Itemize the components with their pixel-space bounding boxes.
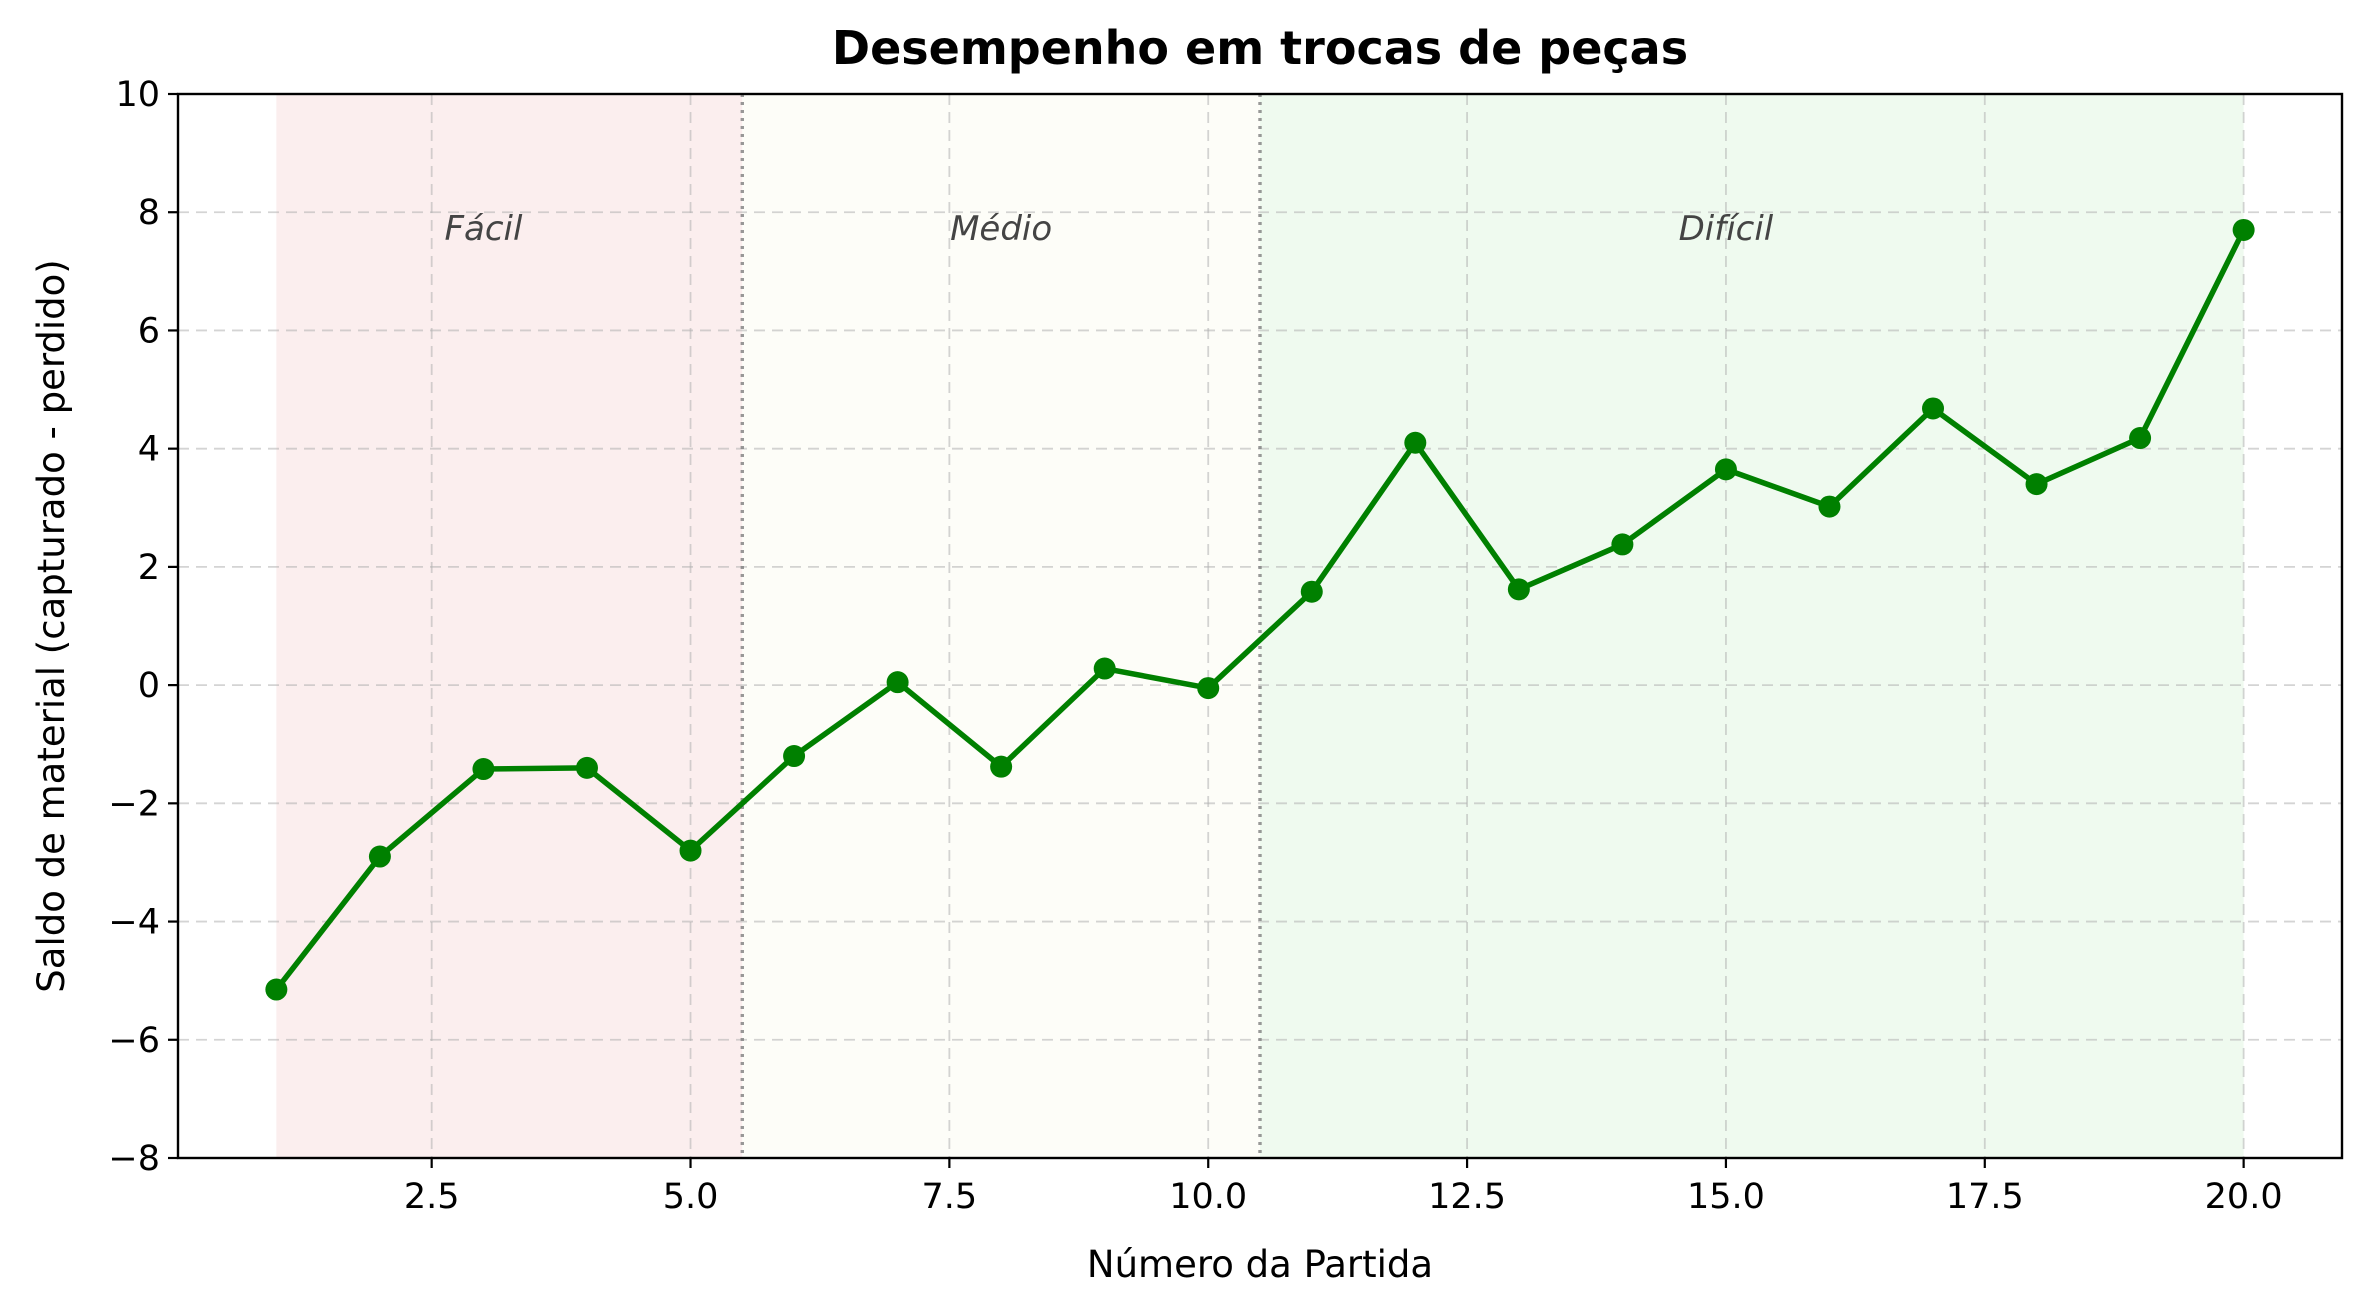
- chart-title: Desempenho em trocas de peças: [832, 21, 1688, 75]
- y-tick-label-5: 2: [138, 548, 160, 588]
- data-point-13: [1507, 578, 1530, 601]
- data-point-14: [1611, 533, 1634, 556]
- x-tick-label-2: 7.5: [922, 1177, 978, 1217]
- region-band-1: [742, 94, 1260, 1158]
- region-band-0: [276, 94, 743, 1158]
- data-point-4: [575, 756, 598, 779]
- x-tick-label-6: 17.5: [1946, 1177, 2024, 1217]
- y-tick-label-4: 0: [138, 666, 160, 706]
- data-point-3: [472, 758, 495, 781]
- y-tick-label-7: 6: [138, 311, 160, 351]
- y-tick-label-2: −4: [108, 903, 160, 943]
- data-point-1: [265, 978, 288, 1001]
- region-label-2: Difícil: [1679, 209, 1774, 249]
- x-tick-label-4: 12.5: [1428, 1177, 1506, 1217]
- data-point-7: [886, 671, 909, 694]
- y-tick-label-8: 8: [138, 193, 160, 233]
- data-point-10: [1197, 677, 1220, 700]
- data-point-19: [2129, 427, 2152, 450]
- data-point-2: [368, 845, 391, 868]
- data-point-20: [2232, 218, 2255, 241]
- data-point-16: [1818, 495, 1841, 518]
- y-tick-label-0: −8: [108, 1139, 160, 1179]
- region-band-2: [1260, 94, 2244, 1158]
- region-dividers: [740, 94, 1262, 1158]
- region-labels: Fácil Médio Difícil: [444, 209, 1773, 249]
- x-tick-label-7: 20.0: [2205, 1177, 2283, 1217]
- x-tick-label-5: 15.0: [1687, 1177, 1765, 1217]
- x-tick-labels: 2.5 5.0 7.5 10.0 12.5 15.0 17.5 20.0: [404, 1177, 2283, 1217]
- data-point-5: [679, 839, 702, 862]
- y-tick-label-6: 4: [138, 430, 160, 470]
- region-label-1: Médio: [950, 209, 1052, 249]
- series-line-path: [273, 227, 2247, 993]
- y-tick-labels: −8 −6 −4 −2 0 2 4 6 8 10: [108, 75, 160, 1179]
- data-point-8: [990, 755, 1013, 778]
- data-point-9: [1093, 657, 1116, 680]
- y-tick-label-9: 10: [115, 75, 160, 115]
- y-tick-label-1: −6: [108, 1021, 160, 1061]
- data-points: [265, 218, 2255, 1001]
- data-point-18: [2025, 473, 2048, 496]
- plot-frame: [176, 92, 2344, 1160]
- data-point-17: [1922, 397, 1945, 420]
- y-axis-label: Saldo de material (capturado - perdido): [30, 259, 73, 992]
- x-axis-label: Número da Partida: [1087, 1243, 1433, 1286]
- x-tick-label-1: 5.0: [663, 1177, 719, 1217]
- x-tick-label-0: 2.5: [404, 1177, 460, 1217]
- region-label-0: Fácil: [444, 209, 523, 249]
- y-tick-label-3: −2: [108, 784, 160, 824]
- x-tick-label-3: 10.0: [1169, 1177, 1247, 1217]
- data-point-12: [1404, 431, 1427, 454]
- data-point-15: [1714, 458, 1737, 481]
- axis-ticks: [168, 92, 2245, 1168]
- data-point-11: [1300, 580, 1323, 603]
- series-line: [273, 227, 2247, 993]
- data-point-6: [783, 745, 806, 768]
- difficulty-regions: [276, 94, 2244, 1158]
